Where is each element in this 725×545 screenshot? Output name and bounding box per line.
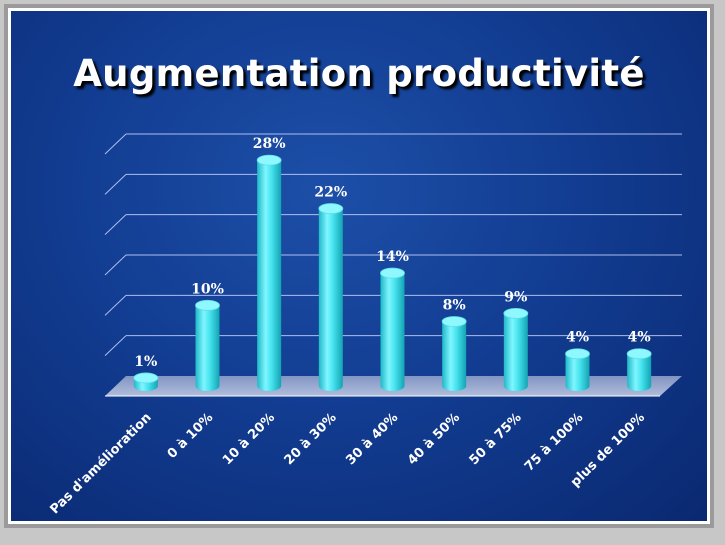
gridline-side [104, 294, 127, 316]
slide: Augmentation productivité 1% 10% 28% 22% 14%… [8, 8, 710, 524]
bar-chart: 1% 10% 28% 22% 14% 8% 9% 4% 4% Pas d'amélioratio… [48, 133, 682, 517]
chart-title: Augmentation productivité [73, 52, 645, 95]
bar-top [565, 348, 590, 360]
data-label: 4% [628, 330, 651, 346]
bar [318, 203, 344, 391]
category-label: 40 à 50% [405, 410, 463, 468]
bar [441, 316, 467, 391]
bar-top [195, 299, 220, 311]
bar-top [318, 203, 344, 214]
data-label: 28% [253, 136, 286, 152]
bar-body [503, 313, 528, 391]
gridline-side [104, 335, 127, 357]
gridline-side [104, 254, 127, 276]
data-label: 8% [443, 297, 466, 313]
category-label: 0 à 10% [165, 410, 217, 462]
data-label: 9% [504, 289, 527, 305]
category-label: 10 à 20% [220, 410, 278, 468]
data-label: 22% [314, 185, 347, 201]
gridline-side [104, 173, 127, 195]
data-label: 14% [376, 249, 409, 265]
bar-top [441, 316, 467, 327]
bar-top [256, 154, 282, 166]
data-label: 4% [566, 330, 589, 346]
bar [133, 372, 159, 391]
category-label: 75 à 100% [522, 410, 586, 474]
category-label: 20 à 30% [282, 410, 340, 468]
category-label: 50 à 75% [467, 410, 525, 468]
bar-top [503, 307, 529, 319]
bar-top [626, 348, 652, 360]
gridline-side [104, 133, 127, 155]
bar-body [318, 208, 343, 391]
bar-body [627, 353, 652, 391]
bar [626, 348, 652, 391]
bar-top [380, 267, 405, 279]
bar [565, 348, 590, 391]
bar-body [442, 321, 467, 391]
data-label: 10% [191, 281, 224, 297]
bar [503, 307, 529, 391]
bar-body [565, 353, 590, 391]
bar [195, 299, 220, 391]
bar [380, 267, 405, 391]
category-label: 30 à 40% [343, 410, 401, 468]
data-label: 1% [134, 354, 157, 370]
category-label: Pas d'amélioration [48, 410, 155, 517]
bar-body [257, 160, 282, 391]
bar-body [380, 273, 405, 391]
bar-body [195, 305, 220, 391]
bar-top [133, 372, 159, 384]
gridline-side [104, 214, 127, 236]
bar [256, 154, 282, 391]
